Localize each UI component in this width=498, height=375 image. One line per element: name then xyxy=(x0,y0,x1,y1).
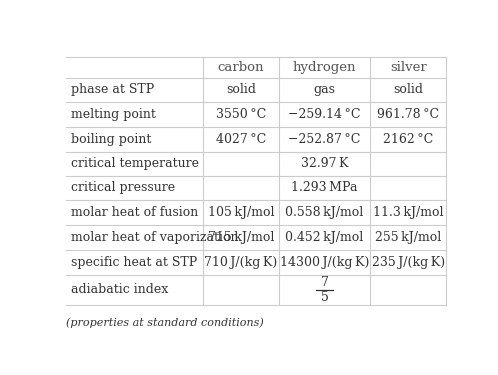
Text: 710 J/(kg K): 710 J/(kg K) xyxy=(204,256,277,269)
Text: −252.87 °C: −252.87 °C xyxy=(288,133,361,146)
Text: −259.14 °C: −259.14 °C xyxy=(288,108,361,121)
Text: adiabatic index: adiabatic index xyxy=(71,284,168,296)
Text: critical temperature: critical temperature xyxy=(71,157,199,170)
Text: 0.558 kJ/mol: 0.558 kJ/mol xyxy=(285,206,364,219)
Text: critical pressure: critical pressure xyxy=(71,181,175,194)
Text: silver: silver xyxy=(390,61,427,74)
Text: 2162 °C: 2162 °C xyxy=(383,133,433,146)
Text: 4027 °C: 4027 °C xyxy=(216,133,266,146)
Text: carbon: carbon xyxy=(218,61,264,74)
Text: molar heat of fusion: molar heat of fusion xyxy=(71,206,198,219)
Text: molar heat of vaporization: molar heat of vaporization xyxy=(71,231,238,244)
Text: phase at STP: phase at STP xyxy=(71,83,154,96)
Text: solid: solid xyxy=(226,83,256,96)
Text: specific heat at STP: specific heat at STP xyxy=(71,256,197,269)
Text: (properties at standard conditions): (properties at standard conditions) xyxy=(66,317,264,328)
Text: 255 kJ/mol: 255 kJ/mol xyxy=(375,231,441,244)
Text: 14300 J/(kg K): 14300 J/(kg K) xyxy=(280,256,370,269)
Text: 715 kJ/mol: 715 kJ/mol xyxy=(208,231,274,244)
Text: 1.293 MPa: 1.293 MPa xyxy=(291,181,358,194)
Text: boiling point: boiling point xyxy=(71,133,151,146)
Text: 105 kJ/mol: 105 kJ/mol xyxy=(208,206,274,219)
Text: hydrogen: hydrogen xyxy=(293,61,357,74)
Text: 235 J/(kg K): 235 J/(kg K) xyxy=(372,256,445,269)
Text: 961.78 °C: 961.78 °C xyxy=(377,108,439,121)
Text: 5: 5 xyxy=(321,291,329,304)
Text: 0.452 kJ/mol: 0.452 kJ/mol xyxy=(285,231,364,244)
Text: solid: solid xyxy=(393,83,423,96)
Text: 7: 7 xyxy=(321,276,329,289)
Text: 32.97 K: 32.97 K xyxy=(301,157,349,170)
Text: 3550 °C: 3550 °C xyxy=(216,108,266,121)
Text: melting point: melting point xyxy=(71,108,155,121)
Text: gas: gas xyxy=(314,83,336,96)
Text: 11.3 kJ/mol: 11.3 kJ/mol xyxy=(373,206,444,219)
